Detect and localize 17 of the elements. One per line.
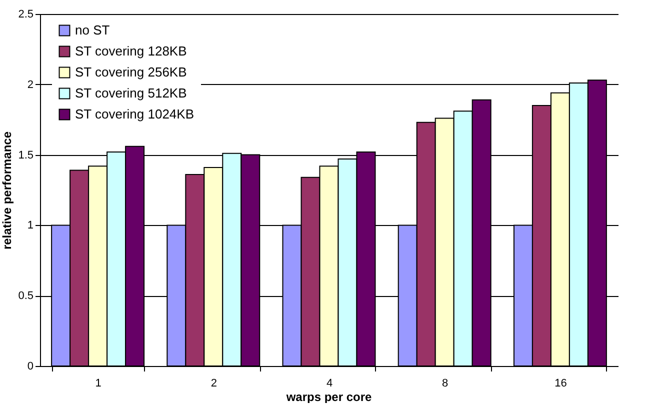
x-tick-label: 1	[95, 378, 102, 390]
x-tick-label: 4	[326, 378, 333, 390]
x-tick-label: 16	[554, 378, 567, 390]
legend-label: no ST	[75, 22, 110, 38]
x-tick-label: 2	[210, 378, 217, 390]
legend-label: ST covering 512KB	[75, 86, 187, 100]
legend-label: ST covering 128KB	[75, 44, 187, 58]
y-tick-label: 0	[27, 360, 34, 372]
y-tick-label: 2	[27, 78, 34, 91]
x-tick-label: 8	[442, 378, 448, 390]
y-tick-label: 1.5	[18, 149, 34, 162]
y-tick-label: 0.5	[18, 290, 34, 302]
y-tick-label: 2.5	[18, 8, 34, 20]
y-axis-title: relative performance	[0, 131, 14, 250]
legend-label: ST covering 256KB	[75, 64, 187, 80]
y-tick-label: 1	[27, 220, 34, 232]
legend-label: ST covering 1024KB	[75, 106, 194, 122]
